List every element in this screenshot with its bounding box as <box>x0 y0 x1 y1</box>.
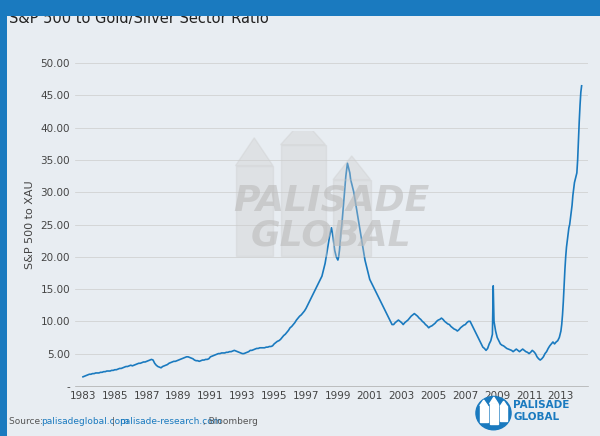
Bar <box>235 166 273 256</box>
Polygon shape <box>235 138 273 166</box>
Text: Source:: Source: <box>9 417 46 426</box>
Y-axis label: S&P 500 to XAU: S&P 500 to XAU <box>25 180 35 269</box>
Text: GLOBAL: GLOBAL <box>251 218 412 252</box>
Bar <box>333 180 371 256</box>
Text: palisadeglobal.com: palisadeglobal.com <box>41 417 128 426</box>
Bar <box>490 404 498 424</box>
Text: , Bloomberg: , Bloomberg <box>203 417 257 426</box>
Text: PALISADE
GLOBAL: PALISADE GLOBAL <box>513 400 569 422</box>
Polygon shape <box>480 400 488 405</box>
Text: S&P 500 to Gold/Silver Sector Ratio: S&P 500 to Gold/Silver Sector Ratio <box>9 11 269 26</box>
Circle shape <box>476 396 511 430</box>
Bar <box>500 406 507 420</box>
Bar <box>480 405 488 422</box>
Polygon shape <box>333 156 371 180</box>
Polygon shape <box>281 119 325 145</box>
Polygon shape <box>500 401 507 406</box>
Text: palisade-research.com: palisade-research.com <box>119 417 221 426</box>
Text: |: | <box>109 417 118 426</box>
Polygon shape <box>490 397 498 404</box>
Text: PALISADE: PALISADE <box>233 184 430 218</box>
Bar <box>281 145 325 256</box>
